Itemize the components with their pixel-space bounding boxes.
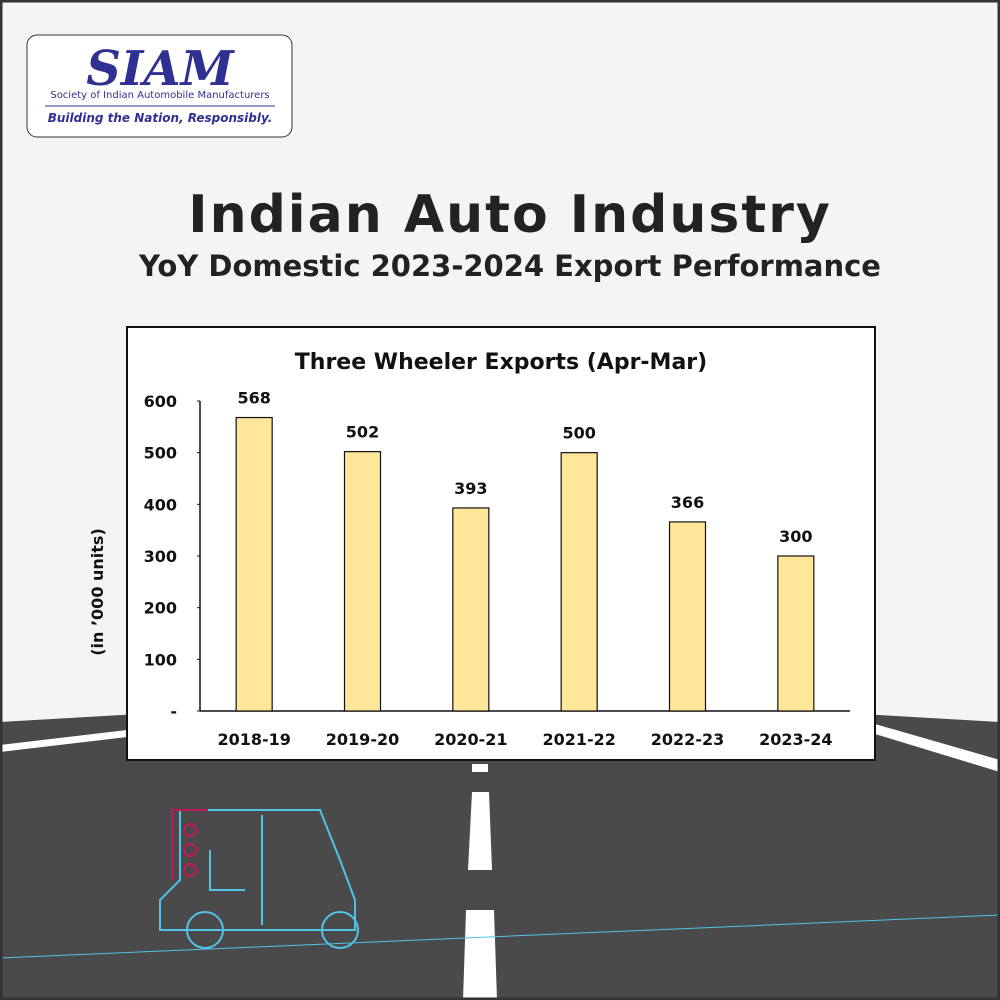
bar	[235, 416, 273, 712]
y-tick-label: 500	[144, 444, 177, 463]
x-tick-label: 2019-20	[326, 730, 399, 749]
x-tick-label: 2020-21	[434, 730, 507, 749]
bar	[668, 521, 707, 712]
data-label: 502	[346, 423, 379, 442]
y-tick-label: 400	[144, 495, 177, 514]
data-label: 393	[454, 479, 487, 498]
lane-dash	[472, 764, 488, 772]
data-label: 568	[237, 389, 270, 408]
lane-dash	[463, 910, 497, 1000]
logo-tagline: Building the Nation, Responsibly.	[48, 111, 273, 125]
data-label: 300	[779, 527, 812, 546]
road-edge	[0, 730, 127, 752]
x-tick-label: 2018-19	[217, 730, 290, 749]
y-tick-label: 300	[144, 547, 177, 566]
y-axis-label: (in ’000 units)	[88, 528, 107, 656]
logo-full-name: Society of Indian Automobile Manufacture…	[50, 90, 269, 101]
road	[0, 700, 1000, 1000]
y-tick-label: 200	[144, 599, 177, 618]
data-label: 500	[562, 424, 595, 443]
lane-dash	[468, 792, 492, 870]
x-tick-label: 2023-24	[759, 730, 832, 749]
y-tick-label: 100	[144, 650, 177, 669]
bar	[560, 452, 598, 712]
bar	[452, 507, 490, 712]
data-label: 366	[671, 493, 704, 512]
logo-box	[26, 34, 293, 138]
subtitle: YoY Domestic 2023-2024 Export Performanc…	[138, 249, 881, 283]
chart-title: Three Wheeler Exports (Apr-Mar)	[295, 350, 707, 375]
plot: - 100 200 300 400 500 600 2018-19 568 2019-20 502 2…	[144, 389, 850, 749]
bar	[777, 555, 815, 712]
title: Indian Auto Industry	[188, 185, 832, 245]
auto-rickshaw-accent	[171, 809, 208, 880]
y-tick-label: -	[170, 702, 177, 721]
accent-line	[0, 914, 1000, 959]
x-tick-label: 2021-22	[542, 730, 615, 749]
road-edge	[875, 724, 1000, 772]
logo-name: SIAM	[86, 41, 235, 97]
auto-rickshaw-icon	[159, 809, 359, 949]
y-tick-label: 600	[144, 392, 177, 411]
bar	[343, 451, 382, 712]
x-tick-label: 2022-23	[651, 730, 724, 749]
